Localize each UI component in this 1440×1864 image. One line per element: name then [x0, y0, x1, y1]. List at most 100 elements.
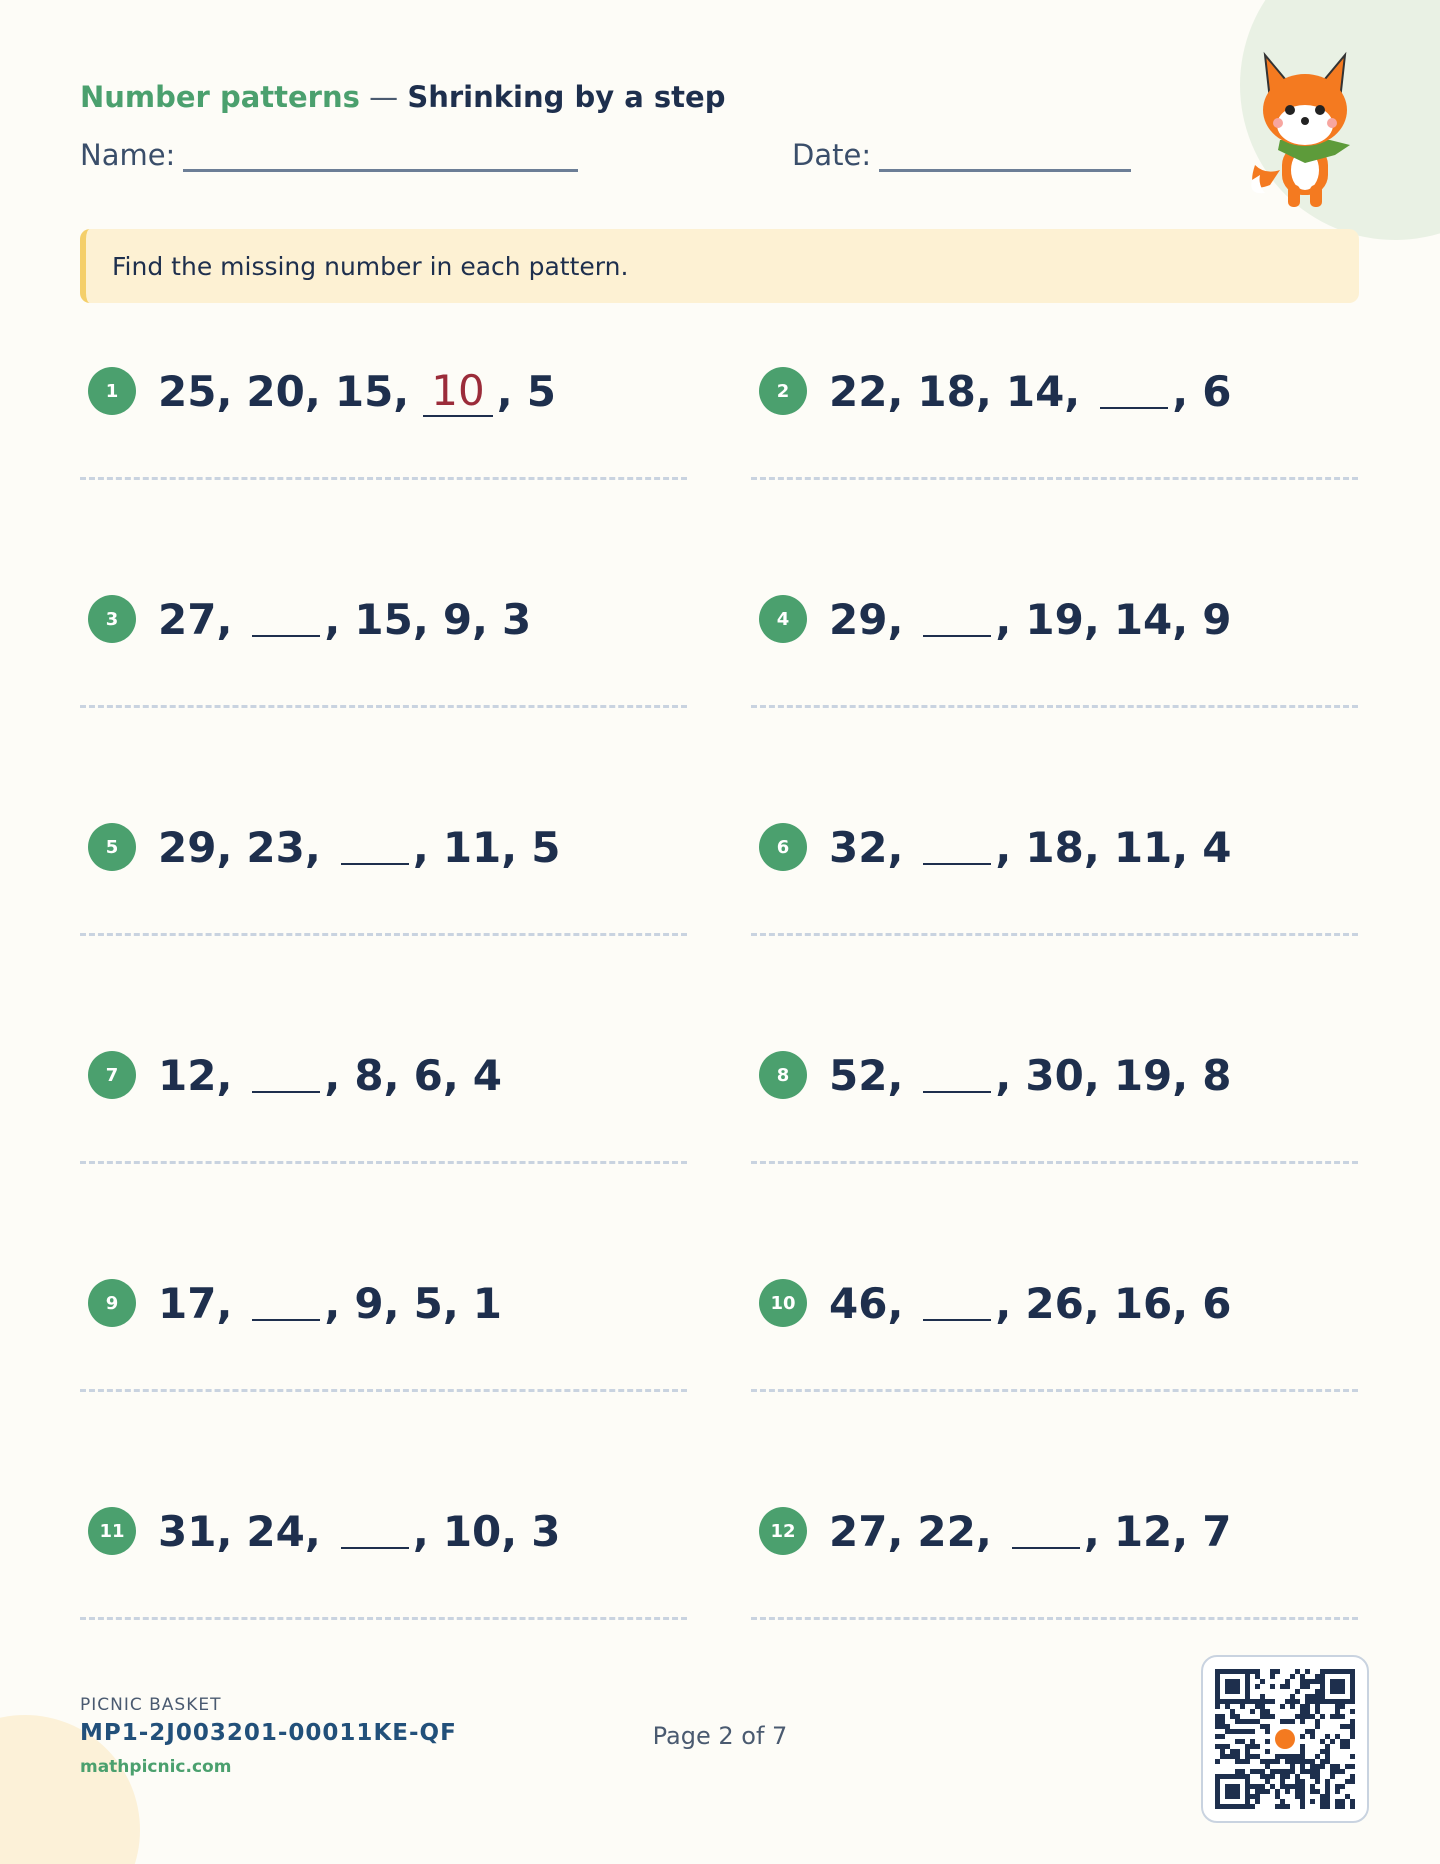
problem-number: 8	[759, 1051, 807, 1099]
answer-blank	[340, 829, 409, 865]
separator: ,	[995, 1050, 1012, 1100]
separator: ,	[1172, 366, 1189, 416]
answer-blank	[252, 1285, 321, 1321]
separator: ,	[887, 1506, 904, 1556]
term: 29	[829, 594, 888, 644]
separator: ,	[995, 594, 1012, 644]
problem-number: 10	[759, 1279, 807, 1327]
separator: ,	[393, 366, 410, 416]
term: 20	[246, 366, 305, 416]
separator: ,	[887, 1278, 904, 1328]
separator: ,	[412, 822, 429, 872]
problem: 2 22, 18, 14,, 6	[751, 361, 1231, 421]
separator: ,	[472, 594, 489, 644]
separator: ,	[887, 366, 904, 416]
problem-number: 4	[759, 595, 807, 643]
separator: ,	[1172, 594, 1189, 644]
term: 9	[354, 1278, 384, 1328]
name-field: Name:	[80, 138, 579, 172]
term: 8	[1202, 1050, 1232, 1100]
problem-number: 11	[88, 1507, 136, 1555]
separator: ,	[324, 594, 341, 644]
term: 19	[1113, 1050, 1173, 1100]
term: 3	[531, 1506, 561, 1556]
answer-line	[751, 1617, 1358, 1620]
separator: ,	[216, 822, 233, 872]
term: 30	[1025, 1050, 1084, 1100]
term: 3	[502, 594, 532, 644]
term: 6	[413, 1050, 443, 1100]
date-field: Date:	[792, 138, 1132, 172]
term: 9	[442, 594, 473, 644]
separator: ,	[501, 1506, 518, 1556]
separator: ,	[216, 1278, 233, 1328]
answer-line	[751, 1161, 1358, 1164]
problem-number: 5	[88, 823, 136, 871]
separator: ,	[1172, 1050, 1189, 1100]
title: Number patterns — Shrinking by a step	[80, 80, 726, 114]
answer-blank	[252, 1057, 321, 1093]
problem: 11 31, 24,, 10, 3	[80, 1501, 560, 1561]
separator: ,	[324, 1050, 341, 1100]
separator: ,	[975, 1506, 992, 1556]
problem-number: 7	[88, 1051, 136, 1099]
term: 12	[1113, 1506, 1173, 1556]
problem: 10 46,, 26, 16, 6	[751, 1273, 1231, 1333]
term: 22	[829, 366, 888, 416]
term: 11	[1113, 822, 1173, 872]
answer-blank	[923, 1285, 992, 1321]
separator: ,	[383, 1278, 400, 1328]
separator: ,	[383, 1050, 400, 1100]
term: 12	[158, 1050, 217, 1100]
answer-blank	[923, 601, 992, 637]
answer-line	[751, 705, 1358, 708]
answer-line	[80, 477, 687, 480]
answer-line	[80, 705, 687, 708]
answer-blank	[1011, 1513, 1080, 1549]
separator: ,	[1083, 594, 1100, 644]
separator: ,	[975, 366, 992, 416]
instruction: Find the missing number in each pattern.	[80, 229, 1359, 303]
answer-blank	[923, 1057, 992, 1093]
separator: ,	[304, 1506, 321, 1556]
term: 4	[1202, 822, 1232, 872]
answer-blank	[923, 829, 992, 865]
separator: ,	[1083, 1278, 1100, 1328]
separator: ,	[216, 594, 233, 644]
separator: ,	[501, 822, 518, 872]
answer-blank	[340, 1513, 409, 1549]
separator: ,	[216, 1050, 233, 1100]
separator: ,	[1172, 1278, 1189, 1328]
term: 6	[1202, 366, 1232, 416]
separator: ,	[1172, 1506, 1189, 1556]
term: 18	[917, 366, 976, 416]
separator: ,	[216, 366, 233, 416]
problem-number: 2	[759, 367, 807, 415]
answer: 10	[423, 366, 493, 417]
footer-code: MP1-2J003201-00011KE-QF	[80, 1720, 457, 1746]
separator: ,	[216, 1506, 233, 1556]
separator: ,	[412, 1506, 429, 1556]
term: 15	[334, 366, 394, 416]
term: 7	[1202, 1506, 1232, 1556]
term: 15	[354, 594, 413, 644]
answer-blank	[252, 601, 321, 637]
term: 25	[158, 366, 217, 416]
footer-site: mathpicnic.com	[80, 1757, 232, 1777]
problem: 6 32,, 18, 11, 4	[751, 817, 1231, 877]
term: 16	[1113, 1278, 1173, 1328]
fox-mascot	[1251, 51, 1350, 207]
separator: ,	[442, 1050, 459, 1100]
problem: 7 12,, 8, 6, 4	[80, 1045, 502, 1105]
separator: ,	[1172, 822, 1189, 872]
separator: ,	[324, 1278, 341, 1328]
term: 22	[917, 1506, 976, 1556]
separator: ,	[496, 366, 513, 416]
term: 5	[531, 822, 561, 872]
separator: ,	[1083, 1506, 1100, 1556]
term: 9	[1202, 594, 1232, 644]
problem-number: 3	[88, 595, 136, 643]
answer-line	[751, 1389, 1358, 1392]
problem: 9 17,, 9, 5, 1	[80, 1273, 502, 1333]
